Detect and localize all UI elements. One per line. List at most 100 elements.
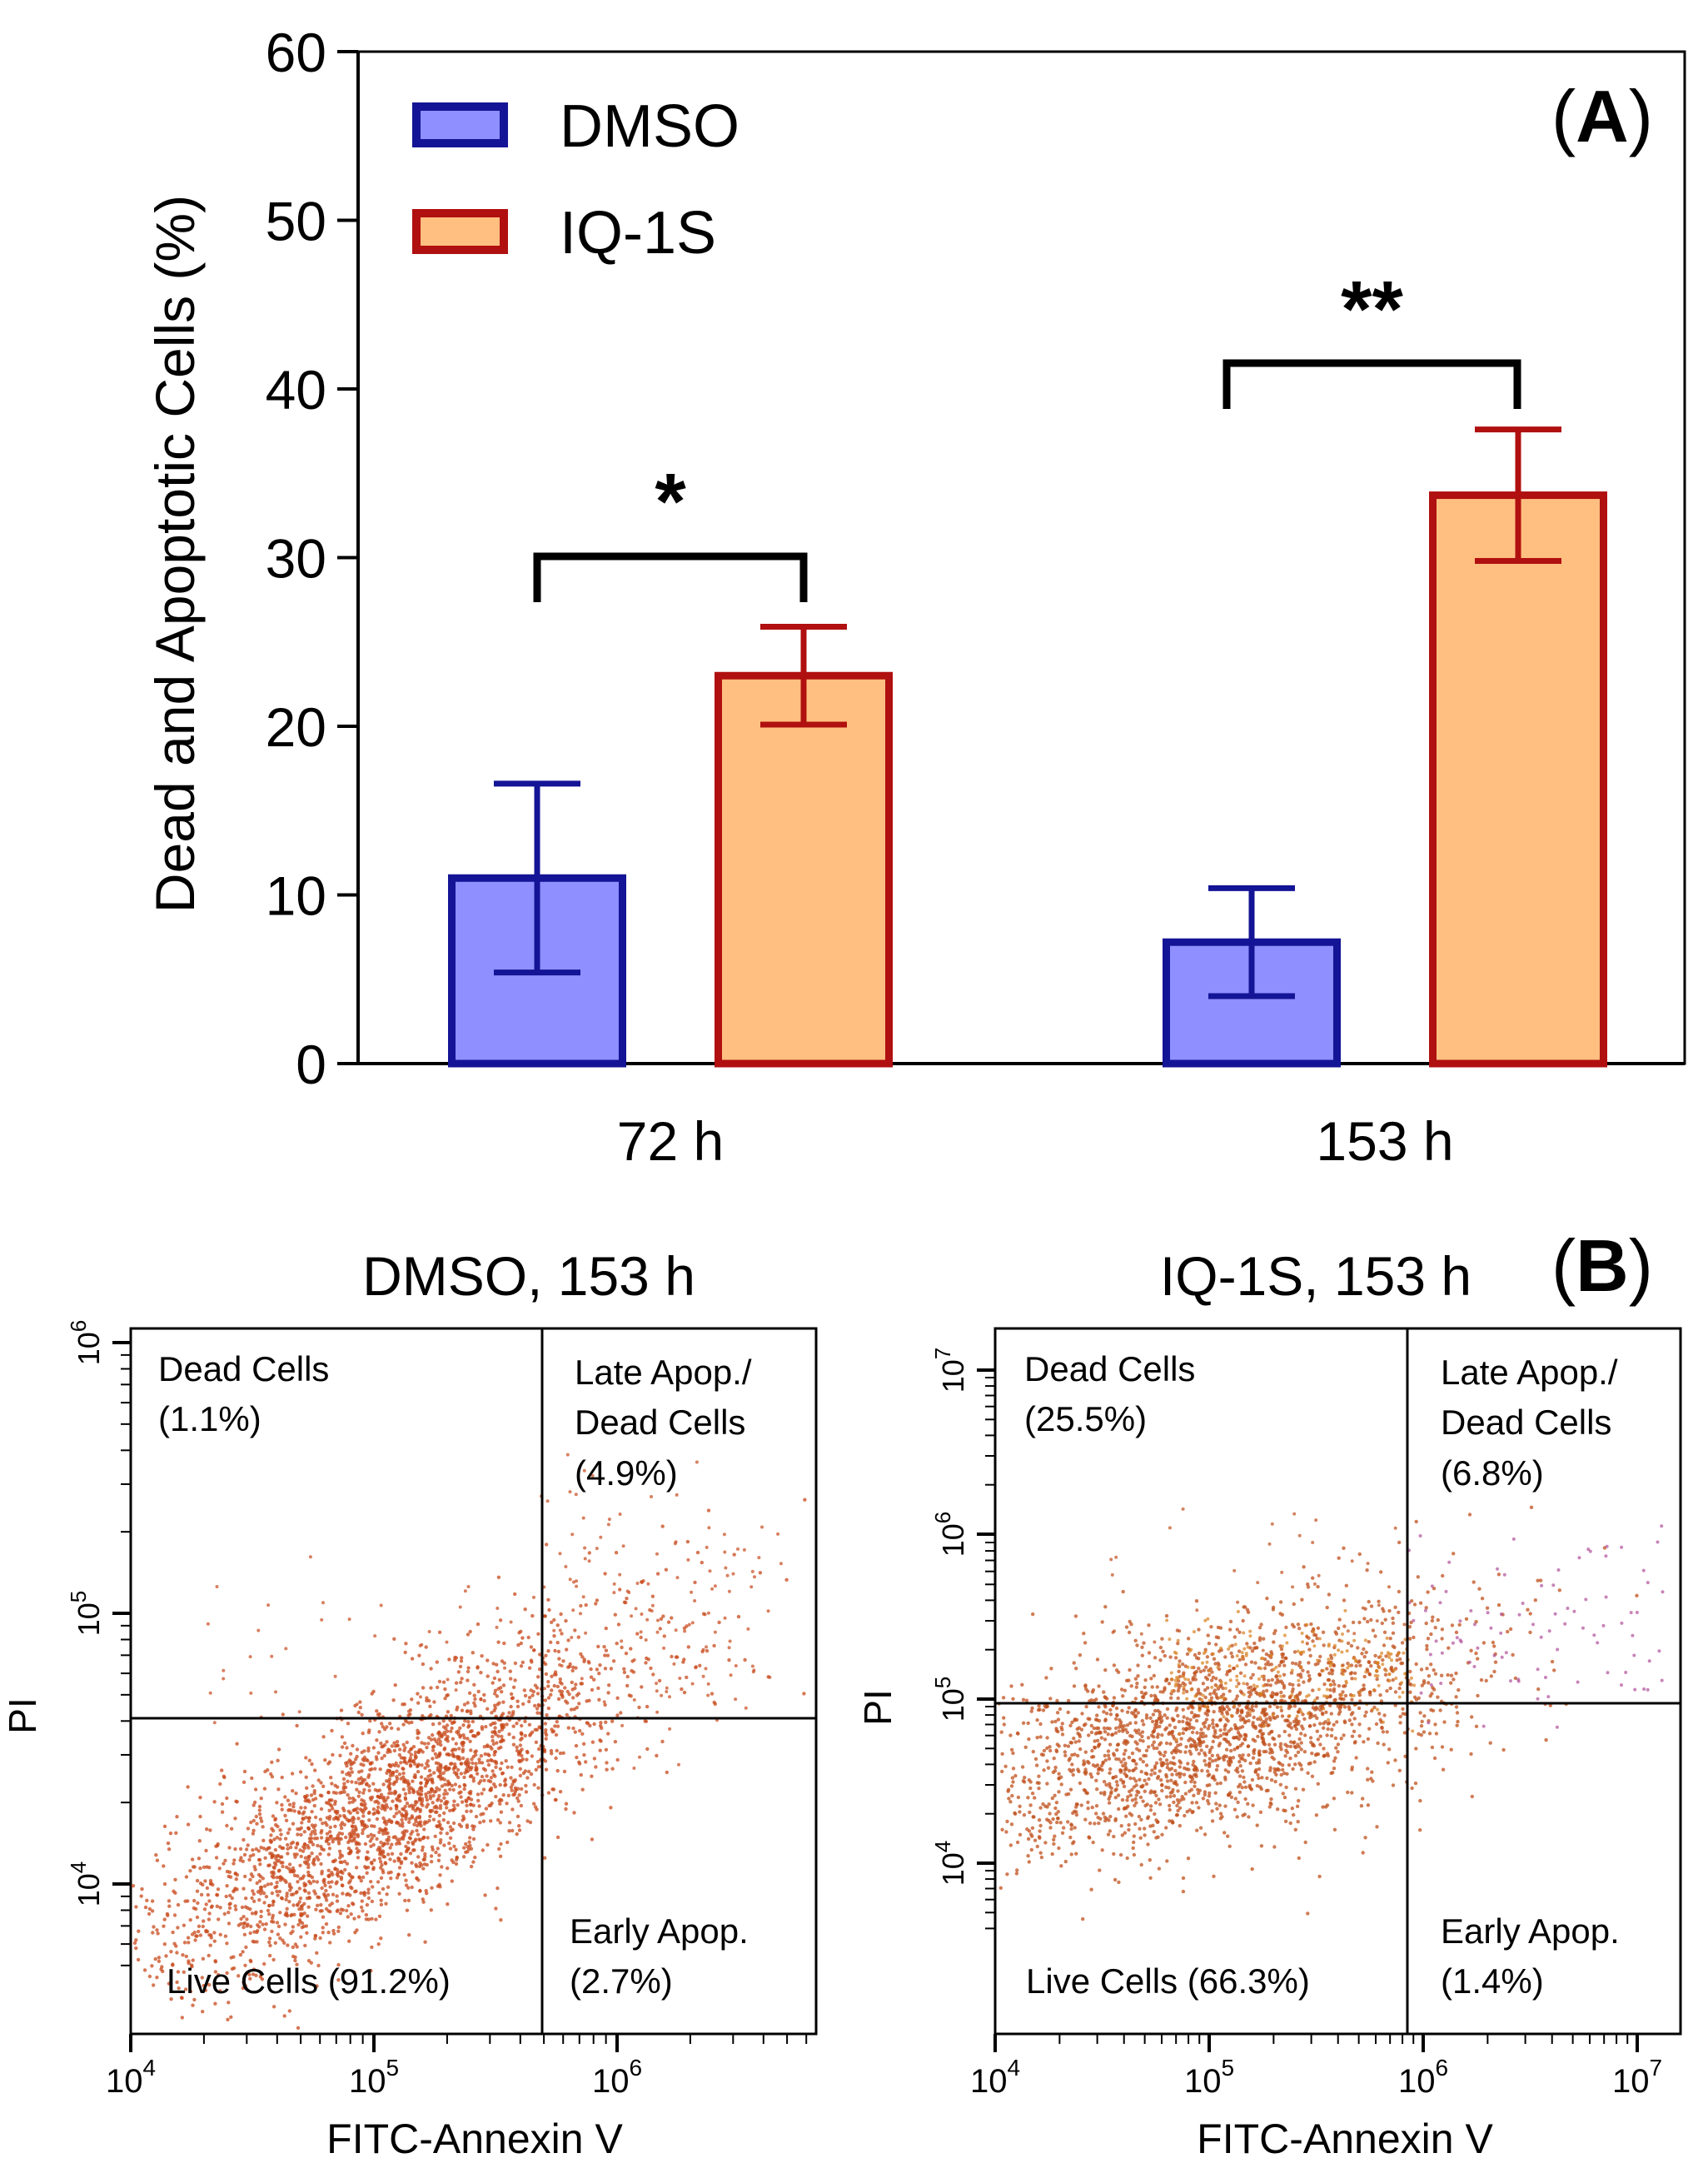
event-dot: [1414, 1519, 1418, 1524]
event-dot: [497, 1677, 501, 1682]
event-dot: [446, 1866, 450, 1871]
event-dot: [1299, 1747, 1303, 1752]
event-dot: [251, 1891, 256, 1896]
event-dot: [507, 1829, 511, 1833]
event-dot: [1315, 1716, 1319, 1721]
event-dot: [1168, 1794, 1173, 1799]
event-dot: [461, 1749, 465, 1754]
event-dot: [612, 1591, 616, 1595]
event-dot: [665, 1690, 669, 1694]
event-dot: [678, 1677, 682, 1680]
event-dot: [383, 1861, 387, 1865]
event-dot: [356, 1710, 361, 1715]
event-dot: [1038, 1823, 1043, 1828]
event-dot: [1227, 1627, 1232, 1632]
event-dot: [371, 1842, 376, 1847]
event-dot: [333, 1837, 338, 1841]
event-dot: [620, 1645, 624, 1650]
panel-label-a: (A): [1551, 75, 1653, 157]
event-dot: [1158, 1710, 1162, 1714]
event-dot: [186, 1785, 190, 1789]
event-dot: [511, 1792, 515, 1797]
event-dot: [1454, 1695, 1458, 1699]
event-dot: [1134, 1685, 1139, 1689]
event-dot: [335, 1909, 339, 1913]
event-dot: [1294, 1717, 1298, 1721]
event-dot: [1252, 1747, 1257, 1752]
event-dot: [530, 1754, 535, 1758]
event-dot: [1048, 1748, 1053, 1753]
event-dot: [521, 1702, 525, 1707]
event-dot: [1402, 1651, 1406, 1655]
event-dot: [1203, 1832, 1208, 1837]
event-dot: [391, 1762, 395, 1767]
event-dot: [276, 1932, 281, 1936]
event-dot: [316, 1963, 321, 1968]
event-dot: [454, 1847, 458, 1852]
event-dot: [1293, 1827, 1298, 1832]
event-dot: [510, 1696, 515, 1701]
event-dot: [1369, 1617, 1373, 1622]
event-dot: [1391, 1783, 1396, 1787]
event-dot: [1054, 1728, 1059, 1733]
event-dot: [287, 2009, 291, 2013]
event-dot: [248, 1854, 252, 1858]
event-dot: [502, 1661, 506, 1665]
event-dot: [500, 1772, 505, 1776]
event-dot: [1214, 1677, 1218, 1681]
event-dot: [271, 1957, 276, 1962]
event-dot: [639, 1635, 643, 1640]
event-dot: [346, 1915, 350, 1919]
event-dot: [419, 1695, 422, 1699]
event-dot: [1154, 1761, 1159, 1765]
event-dot: [286, 1943, 290, 1947]
event-dot: [1528, 1630, 1532, 1635]
event-dot: [406, 1847, 411, 1851]
event-dot: [1188, 1775, 1193, 1779]
event-dot: [327, 1808, 331, 1812]
event-dot: [1226, 1770, 1231, 1774]
event-dot: [571, 1726, 575, 1731]
event-dot: [1306, 1670, 1310, 1674]
event-dot: [1242, 1780, 1247, 1784]
event-dot: [655, 1682, 659, 1686]
event-dot: [515, 1796, 520, 1801]
event-dot: [1018, 1804, 1022, 1808]
event-dot: [1257, 1626, 1262, 1630]
event-dot: [256, 1929, 260, 1933]
event-dot: [1140, 1718, 1145, 1723]
event-dot: [442, 1746, 447, 1751]
event-dot: [361, 1791, 366, 1795]
event-dot: [336, 1962, 341, 1967]
event-dot: [398, 1747, 402, 1752]
event-dot: [1481, 1641, 1486, 1645]
event-dot: [590, 1687, 595, 1692]
event-dot: [1307, 1678, 1312, 1683]
event-dot: [1484, 1678, 1488, 1683]
event-dot: [347, 1758, 351, 1762]
event-dot: [1251, 1672, 1255, 1677]
quadrant-late-label-dmso: Late Apop./: [575, 1353, 752, 1392]
event-dot: [1310, 1752, 1314, 1756]
event-dot: [411, 1745, 416, 1749]
event-dot: [1028, 1803, 1033, 1807]
event-dot: [340, 1854, 345, 1858]
event-dot: [326, 1842, 331, 1847]
event-dot: [486, 1743, 490, 1747]
event-dot: [1027, 1737, 1031, 1742]
event-dot: [238, 1952, 243, 1957]
event-dot: [1426, 1590, 1430, 1594]
event-dot: [169, 1997, 173, 2001]
event-dot: [175, 1815, 179, 1819]
event-dot: [1496, 1602, 1501, 1607]
event-dot: [426, 1764, 431, 1768]
event-dot: [454, 1688, 458, 1692]
event-dot: [1436, 1617, 1441, 1622]
event-dot: [1048, 1826, 1053, 1830]
event-dot: [279, 1896, 284, 1900]
event-dot: [655, 1689, 659, 1693]
event-dot: [523, 1607, 527, 1612]
event-dot: [712, 1700, 716, 1705]
event-dot: [1133, 1822, 1138, 1827]
event-dot: [1456, 1719, 1460, 1724]
